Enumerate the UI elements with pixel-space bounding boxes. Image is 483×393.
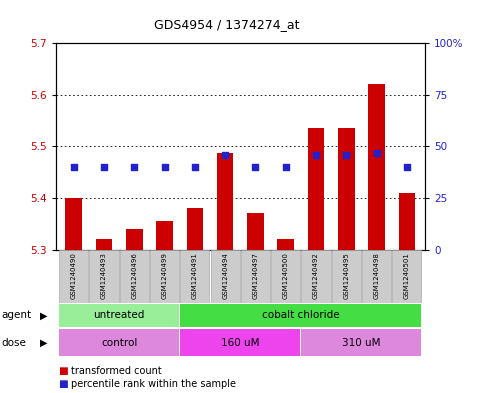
FancyBboxPatch shape xyxy=(392,250,421,303)
Text: GSM1240491: GSM1240491 xyxy=(192,252,198,299)
Text: GSM1240499: GSM1240499 xyxy=(162,252,168,299)
FancyBboxPatch shape xyxy=(180,250,210,303)
FancyBboxPatch shape xyxy=(150,250,179,303)
Bar xyxy=(96,239,113,250)
Bar xyxy=(126,229,142,250)
Point xyxy=(161,164,169,170)
Point xyxy=(282,164,290,170)
FancyBboxPatch shape xyxy=(301,329,421,356)
Bar xyxy=(308,129,325,250)
Point xyxy=(403,164,411,170)
Point xyxy=(221,151,229,158)
Point xyxy=(100,164,108,170)
FancyBboxPatch shape xyxy=(59,329,179,356)
Bar xyxy=(398,193,415,250)
FancyBboxPatch shape xyxy=(180,304,421,327)
Bar xyxy=(65,198,82,250)
Text: ■: ■ xyxy=(58,379,68,389)
FancyBboxPatch shape xyxy=(89,250,118,303)
Text: GSM1240501: GSM1240501 xyxy=(404,252,410,299)
Point xyxy=(130,164,138,170)
Bar xyxy=(156,221,173,250)
Bar xyxy=(368,84,385,250)
Bar xyxy=(338,129,355,250)
Point xyxy=(373,149,381,156)
Text: dose: dose xyxy=(1,338,27,348)
Text: percentile rank within the sample: percentile rank within the sample xyxy=(71,379,237,389)
Bar xyxy=(217,153,233,250)
Point xyxy=(342,151,350,158)
FancyBboxPatch shape xyxy=(120,250,149,303)
Bar xyxy=(247,213,264,250)
FancyBboxPatch shape xyxy=(180,329,300,356)
Bar xyxy=(186,208,203,250)
Text: GSM1240494: GSM1240494 xyxy=(222,252,228,299)
Text: GSM1240497: GSM1240497 xyxy=(253,252,258,299)
Text: agent: agent xyxy=(1,310,31,320)
Text: untreated: untreated xyxy=(93,310,145,320)
Text: GDS4954 / 1374274_at: GDS4954 / 1374274_at xyxy=(154,18,300,31)
Text: transformed count: transformed count xyxy=(71,365,162,376)
Text: GSM1240498: GSM1240498 xyxy=(373,252,380,299)
Point xyxy=(252,164,259,170)
Text: cobalt chloride: cobalt chloride xyxy=(262,310,340,320)
FancyBboxPatch shape xyxy=(362,250,391,303)
FancyBboxPatch shape xyxy=(332,250,361,303)
Text: 310 uM: 310 uM xyxy=(342,338,381,348)
Text: GSM1240493: GSM1240493 xyxy=(101,252,107,299)
FancyBboxPatch shape xyxy=(211,250,240,303)
FancyBboxPatch shape xyxy=(241,250,270,303)
Text: ■: ■ xyxy=(58,365,68,376)
Text: ▶: ▶ xyxy=(40,338,47,348)
FancyBboxPatch shape xyxy=(301,250,330,303)
Text: GSM1240495: GSM1240495 xyxy=(343,252,349,299)
FancyBboxPatch shape xyxy=(59,304,179,327)
Text: GSM1240500: GSM1240500 xyxy=(283,252,289,299)
Text: ▶: ▶ xyxy=(40,310,47,320)
FancyBboxPatch shape xyxy=(59,250,88,303)
Text: GSM1240490: GSM1240490 xyxy=(71,252,77,299)
Text: control: control xyxy=(101,338,137,348)
Point xyxy=(312,151,320,158)
Point xyxy=(191,164,199,170)
Text: GSM1240496: GSM1240496 xyxy=(131,252,137,299)
Text: GSM1240492: GSM1240492 xyxy=(313,252,319,299)
FancyBboxPatch shape xyxy=(271,250,300,303)
Point xyxy=(70,164,78,170)
Bar xyxy=(277,239,294,250)
Text: 160 uM: 160 uM xyxy=(221,338,259,348)
